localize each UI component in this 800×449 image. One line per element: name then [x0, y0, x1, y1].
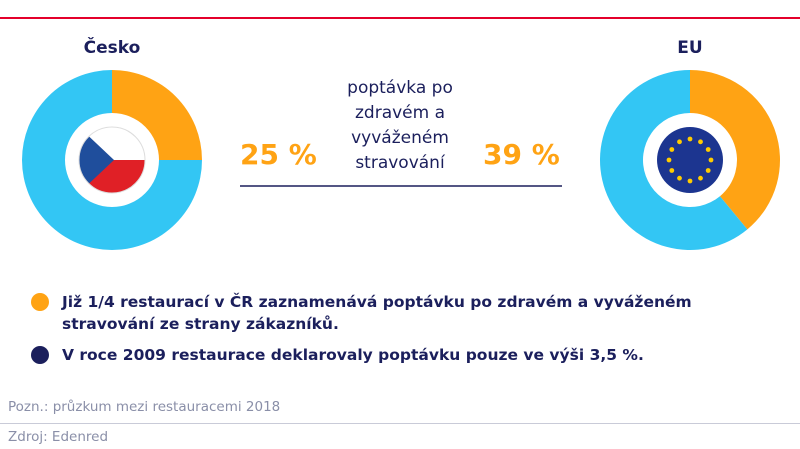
- bullet-dot: [31, 293, 49, 311]
- donut-slice: [690, 70, 780, 230]
- donut-slice: [112, 70, 202, 160]
- eu-flag: [657, 127, 723, 193]
- caption: poptávka po zdravém a vyváženém stravová…: [347, 78, 453, 173]
- chart-title: Česko: [83, 38, 141, 58]
- note: Pozn.: průzkum mezi restauracemi 2018: [8, 399, 281, 415]
- donuts: [22, 70, 780, 250]
- bullet-text: V roce 2009 restaurace deklarovaly poptá…: [62, 346, 644, 364]
- bullet-text: Již 1/4 restaurací v ČR zaznamenává popt…: [62, 293, 692, 333]
- value-label: 25 %: [240, 138, 317, 171]
- donut-slice: [22, 70, 202, 250]
- top-rule: [0, 17, 800, 19]
- value-label: 39 %: [483, 138, 560, 171]
- footer-rule: [0, 423, 800, 424]
- chart-title: EU: [677, 38, 703, 58]
- source: Zdroj: Edenred: [8, 429, 109, 445]
- donut-slice: [600, 70, 748, 250]
- bullet-dot: [31, 346, 49, 364]
- donut-area: [22, 70, 780, 250]
